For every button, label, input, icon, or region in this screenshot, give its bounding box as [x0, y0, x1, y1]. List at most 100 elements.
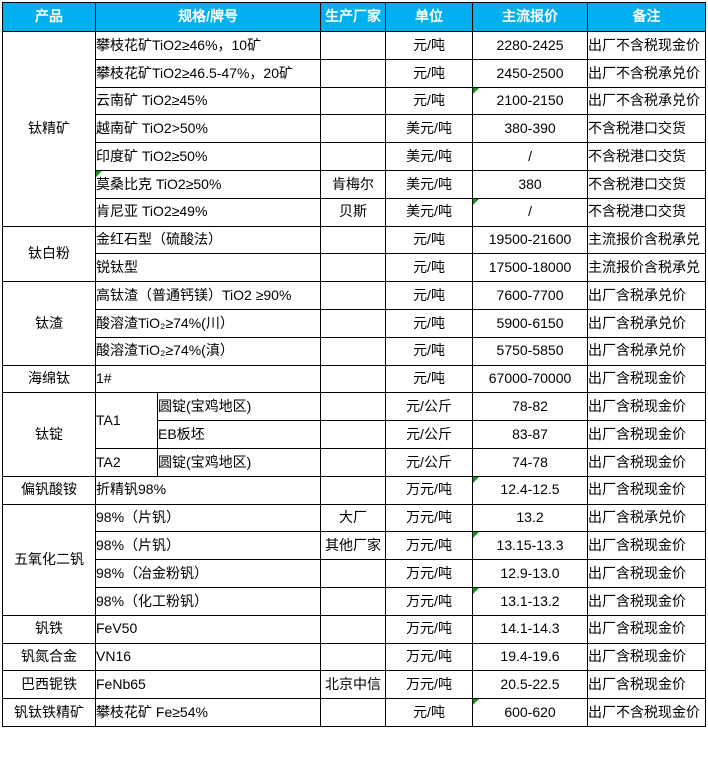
cell-flag-icon — [96, 171, 102, 177]
note-cell: 出厂含税承兑价 — [587, 336, 707, 366]
unit-cell: 元/吨 — [385, 698, 474, 727]
spec-cell: 云南矿 TiO2≥45% — [94, 86, 322, 116]
cell-flag-icon — [473, 588, 480, 594]
table-row: 酸溶渣TiO₂≥74%(滇） 元/吨 5750-5850 出厂含税承兑价 — [3, 336, 707, 366]
price-cell: 380-390 — [472, 114, 589, 144]
column-header-unit: 单位 — [385, 2, 474, 32]
price-cell: 20.5-22.5 — [472, 670, 589, 700]
unit-cell: 万元/吨 — [385, 670, 474, 700]
spec-cell: 98%（冶金粉钒） — [94, 559, 322, 588]
cell-flag-icon — [473, 477, 480, 483]
price-cell: 19.4-19.6 — [472, 642, 589, 672]
note-cell: 不含税港口交货 — [587, 169, 707, 199]
table-row: 云南矿 TiO2≥45% 元/吨 2100-2150 出厂不含税承兑价 — [3, 86, 707, 116]
table-row: 钛渣 高钛渣（普通钙镁）TiO2 ≥90% 元/吨 7600-7700 出厂含税… — [2, 281, 707, 366]
note-cell: 出厂含税现金价 — [587, 531, 707, 561]
spec-cell: 金红石型（硫酸法） — [94, 225, 322, 255]
unit-cell: 元/吨 — [385, 308, 474, 338]
vendor-cell — [320, 336, 387, 366]
table-row: 海绵钛 1# 元/吨 67000-70000 出厂含税现金价 — [2, 364, 707, 394]
unit-cell: 美元/吨 — [385, 197, 474, 227]
vendor-cell: 北京中信 — [320, 670, 387, 700]
table-row: 钒氮合金 VN16 万元/吨 19.4-19.6 出厂含税现金价 — [2, 642, 707, 672]
table-row: 莫桑比克 TiO2≥50% 肯梅尔 美元/吨 380 不含税港口交货 — [3, 169, 707, 199]
note-cell: 出厂含税现金价 — [587, 642, 707, 672]
price-value: 13.1-13.2 — [500, 592, 560, 609]
cell-flag-icon — [473, 199, 480, 205]
vendor-cell — [320, 420, 387, 449]
price-cell: 2450-2500 — [472, 58, 589, 88]
table-row: 钛锭 TA1 圆锭(宝鸡地区) 元/公斤 78-82 出厂含税现金价 — [2, 392, 707, 477]
unit-cell: 美元/吨 — [385, 169, 474, 199]
price-cell: 78-82 — [472, 392, 589, 422]
unit-cell: 元/公斤 — [385, 420, 474, 449]
spec-cell: 1# — [94, 364, 322, 394]
unit-cell: 元/吨 — [385, 281, 474, 310]
product-cell: 钛精矿 — [2, 31, 96, 227]
table-row: 锐钛型 元/吨 17500-18000 主流报价含税承兑 — [3, 253, 707, 283]
price-cell: 2280-2425 — [472, 31, 589, 60]
unit-cell: 万元/吨 — [385, 614, 474, 644]
table-row: 肯尼亚 TiO2≥49% 贝斯 美元/吨 / 不含税港口交货 — [3, 197, 707, 227]
note-cell: 出厂不含税现金价 — [587, 31, 707, 60]
table-row: 越南矿 TiO2>50% 美元/吨 380-390 不含税港口交货 — [3, 114, 707, 144]
note-cell: 主流报价含税承兑 — [587, 225, 707, 255]
note-cell: 出厂不含税现金价 — [587, 698, 707, 727]
product-cell: 钛渣 — [2, 281, 96, 366]
note-cell: 不含税港口交货 — [587, 142, 707, 171]
price-cell: 12.4-12.5 — [472, 475, 589, 505]
unit-cell: 元/吨 — [385, 336, 474, 366]
note-cell: 主流报价含税承兑 — [587, 253, 707, 283]
price-cell: 83-87 — [472, 420, 589, 449]
price-cell: 67000-70000 — [472, 364, 589, 394]
vendor-cell — [320, 142, 387, 171]
spec-cell: 攀枝花矿TiO2≥46.5-47%，20矿 — [94, 58, 322, 88]
spec-grade-cell: TA2 — [95, 447, 158, 477]
price-cell: 14.1-14.3 — [472, 614, 589, 644]
unit-cell: 万元/吨 — [385, 642, 474, 672]
vendor-cell — [320, 31, 387, 60]
unit-cell: 美元/吨 — [385, 142, 474, 171]
spec-grade-cell: TA1 — [95, 392, 158, 449]
unit-cell: 元/公斤 — [385, 392, 474, 422]
spec-cell: 98%（片钒） — [94, 531, 322, 561]
note-cell: 出厂含税现金价 — [587, 420, 707, 449]
product-cell: 钛锭 — [2, 392, 96, 477]
price-cell: 74-78 — [472, 447, 589, 477]
product-cell: 钒钛铁精矿 — [2, 698, 96, 727]
spec-shape-cell: EB板坯 — [156, 420, 322, 449]
unit-cell: 元/吨 — [385, 364, 474, 394]
note-cell: 出厂含税现金价 — [587, 586, 707, 616]
price-cell: 2100-2150 — [472, 86, 589, 116]
table-row: 酸溶渣TiO₂≥74%(川） 元/吨 5900-6150 出厂含税承兑价 — [3, 308, 707, 338]
price-cell: / — [472, 142, 589, 171]
table-row: 巴西铌铁 FeNb65 北京中信 万元/吨 20.5-22.5 出厂含税现金价 — [2, 670, 707, 700]
product-cell: 钒铁 — [2, 614, 96, 644]
spec-cell: 高钛渣（普通钙镁）TiO2 ≥90% — [94, 281, 322, 310]
table-row: 98%（化工粉钒） 万元/吨 13.1-13.2 出厂含税现金价 — [3, 586, 707, 616]
price-cell: 5750-5850 — [472, 336, 589, 366]
note-cell: 出厂含税现金价 — [587, 364, 707, 394]
note-cell: 出厂含税承兑价 — [587, 308, 707, 338]
column-header-note: 备注 — [587, 2, 707, 32]
vendor-cell — [320, 58, 387, 88]
note-cell: 出厂含税现金价 — [587, 614, 707, 644]
vendor-cell — [320, 253, 387, 283]
spec-cell: 98%（化工粉钒） — [94, 586, 322, 616]
vendor-cell — [320, 225, 387, 255]
unit-cell: 元/吨 — [385, 58, 474, 88]
unit-cell: 万元/吨 — [385, 531, 474, 561]
note-cell: 出厂含税现金价 — [587, 392, 707, 422]
product-cell: 海绵钛 — [2, 364, 96, 394]
unit-cell: 万元/吨 — [385, 559, 474, 588]
table-row: 钛白粉 金红石型（硫酸法） 元/吨 19500-21600 主流报价含税承兑 — [2, 225, 707, 283]
note-cell: 出厂含税现金价 — [587, 447, 707, 477]
spec-shape-cell: 圆锭(宝鸡地区) — [156, 447, 322, 477]
spec-cell: FeNb65 — [94, 670, 322, 700]
table-row: 钛精矿 攀枝花矿TiO2≥46%，10矿 元/吨 2280-2425 出厂不含税… — [2, 31, 707, 227]
note-cell: 不含税港口交货 — [587, 114, 707, 144]
price-value: 600-620 — [504, 703, 556, 720]
vendor-cell — [320, 698, 387, 727]
vendor-cell — [320, 364, 387, 394]
